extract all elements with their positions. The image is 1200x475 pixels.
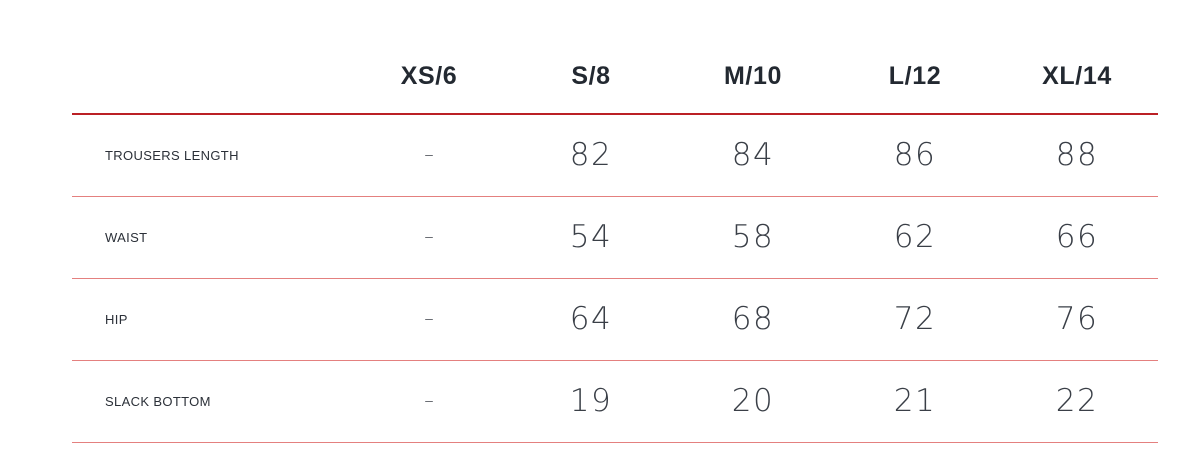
cell-waist-xs: – xyxy=(424,226,434,248)
cell-hip-xs: – xyxy=(424,308,434,330)
cell-slack-bottom-xl: 22 xyxy=(1055,383,1099,419)
cell-slack-bottom-s: 19 xyxy=(569,383,613,419)
size-header-xs: XS/6 xyxy=(400,62,458,90)
size-header-xl: XL/14 xyxy=(1042,62,1112,90)
row-label-hip: HIP xyxy=(105,311,128,327)
cell-trousers-length-xs: – xyxy=(424,144,434,167)
cell-trousers-length-l: 86 xyxy=(893,137,937,174)
cell-trousers-length-m: 84 xyxy=(731,137,775,174)
cell-waist-l: 62 xyxy=(893,219,937,255)
table-row: SLACK BOTTOM – 19 20 21 22 xyxy=(72,360,1158,442)
size-header-m: M/10 xyxy=(724,62,782,90)
cell-waist-xl: 66 xyxy=(1055,219,1099,255)
cell-slack-bottom-l: 21 xyxy=(893,383,937,419)
table-row: WAIST – 54 58 62 66 xyxy=(72,196,1158,278)
cell-slack-bottom-m: 20 xyxy=(731,383,775,419)
cell-trousers-length-s: 82 xyxy=(569,137,613,174)
cell-waist-s: 54 xyxy=(569,219,613,255)
row-label-trousers-length: TROUSERS LENGTH xyxy=(105,147,239,163)
cell-hip-xl: 76 xyxy=(1055,301,1099,337)
size-chart-table: XS/6 S/8 M/10 L/12 XL/14 TROUSERS LENGTH… xyxy=(72,62,1158,443)
table-row: TROUSERS LENGTH – 82 84 86 88 xyxy=(72,114,1158,196)
cell-hip-m: 68 xyxy=(731,301,775,337)
cell-waist-m: 58 xyxy=(731,219,775,255)
measurement-column-header xyxy=(72,62,348,114)
header-row: XS/6 S/8 M/10 L/12 XL/14 xyxy=(72,62,1158,114)
table-body: TROUSERS LENGTH – 82 84 86 88 WAIST – 54… xyxy=(72,114,1158,442)
size-header-s: S/8 xyxy=(571,62,611,90)
cell-hip-s: 64 xyxy=(569,301,613,337)
cell-trousers-length-xl: 88 xyxy=(1055,137,1099,174)
size-header-l: L/12 xyxy=(888,62,942,90)
table-row: HIP – 64 68 72 76 xyxy=(72,278,1158,360)
row-label-waist: WAIST xyxy=(105,229,148,245)
row-label-slack-bottom: SLACK BOTTOM xyxy=(105,393,211,409)
cell-slack-bottom-xs: – xyxy=(424,390,434,412)
table-header: XS/6 S/8 M/10 L/12 XL/14 xyxy=(72,62,1158,114)
cell-hip-l: 72 xyxy=(893,301,937,337)
